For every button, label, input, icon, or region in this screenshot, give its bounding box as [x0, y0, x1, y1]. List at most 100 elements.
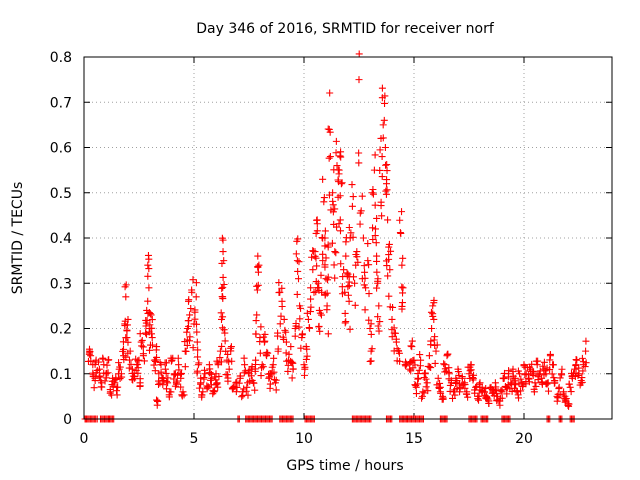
data-point — [322, 254, 330, 262]
data-point — [280, 315, 288, 323]
data-point — [220, 326, 228, 334]
data-point — [345, 278, 353, 286]
data-point — [192, 293, 200, 301]
data-point — [194, 346, 202, 354]
data-point — [399, 254, 407, 262]
data-point — [144, 297, 152, 305]
data-point — [581, 363, 589, 371]
data-point — [148, 324, 156, 332]
data-point — [549, 361, 557, 369]
data-point — [264, 349, 272, 357]
y-tick-label: 0.5 — [50, 186, 72, 202]
data-point — [324, 273, 332, 281]
data-point — [295, 323, 303, 331]
data-point — [113, 387, 121, 395]
data-point — [252, 330, 260, 338]
data-point — [509, 368, 517, 376]
data-point — [136, 330, 144, 338]
data-point — [571, 365, 579, 373]
data-point — [364, 240, 372, 248]
data-point — [359, 234, 367, 242]
x-axis-ticks: 0 5 10 15 20 — [80, 57, 533, 447]
data-point — [349, 233, 357, 241]
data-point — [503, 390, 511, 398]
data-point — [332, 249, 340, 257]
data-point — [336, 227, 344, 235]
data-point — [95, 373, 103, 381]
data-point — [544, 387, 552, 395]
data-point — [418, 392, 426, 400]
data-point — [398, 261, 406, 269]
data-point — [492, 383, 500, 391]
data-point — [582, 347, 590, 355]
data-point — [114, 383, 122, 391]
data-point — [292, 322, 300, 330]
data-point — [122, 353, 130, 361]
data-point — [258, 364, 266, 372]
data-point — [153, 396, 161, 404]
data-point — [195, 359, 203, 367]
data-point — [256, 349, 264, 357]
data-point — [144, 261, 152, 269]
data-point — [361, 274, 369, 282]
data-point — [329, 208, 337, 216]
data-point — [174, 354, 182, 362]
data-point — [387, 247, 395, 255]
data-point — [382, 190, 390, 198]
data-point — [389, 303, 397, 311]
data-point — [99, 355, 107, 363]
data-point — [422, 383, 430, 391]
data-point — [360, 281, 368, 289]
data-point — [326, 89, 334, 97]
data-point — [251, 365, 259, 373]
data-point — [423, 379, 431, 387]
data-point — [543, 380, 551, 388]
data-point — [220, 281, 228, 289]
data-point — [121, 283, 129, 291]
data-point — [465, 370, 473, 378]
data-point — [136, 382, 144, 390]
data-point — [186, 333, 194, 341]
data-point — [227, 343, 235, 351]
data-point — [559, 390, 567, 398]
data-point — [157, 368, 165, 376]
data-point — [378, 212, 386, 220]
data-point — [361, 306, 369, 314]
data-point — [342, 238, 350, 246]
data-point — [110, 377, 118, 385]
data-point — [330, 261, 338, 269]
data-point — [123, 321, 131, 329]
data-point — [369, 235, 377, 243]
data-point — [337, 260, 345, 268]
data-point — [276, 320, 284, 328]
data-point — [163, 377, 171, 385]
data-point — [498, 394, 506, 402]
data-point — [562, 395, 570, 403]
data-point — [436, 379, 444, 387]
data-point — [257, 323, 265, 331]
data-point — [340, 266, 348, 274]
data-point — [221, 337, 229, 345]
x-tick-label: 5 — [190, 431, 199, 447]
data-point — [242, 387, 250, 395]
data-point — [385, 292, 393, 300]
data-point — [252, 317, 260, 325]
data-point — [225, 365, 233, 373]
x-tick-label: 20 — [515, 431, 533, 447]
data-point — [398, 208, 406, 216]
data-point — [164, 374, 172, 382]
data-point — [336, 192, 344, 200]
data-point — [505, 367, 513, 375]
data-point — [561, 396, 569, 404]
data-point — [282, 338, 290, 346]
data-point — [378, 84, 386, 92]
data-point — [415, 366, 423, 374]
data-point — [253, 282, 261, 290]
data-point — [337, 180, 345, 188]
data-point — [219, 236, 227, 244]
data-point — [277, 312, 285, 320]
data-point — [317, 271, 325, 279]
data-point — [316, 327, 324, 335]
data-point — [319, 175, 327, 183]
data-point — [371, 232, 379, 240]
